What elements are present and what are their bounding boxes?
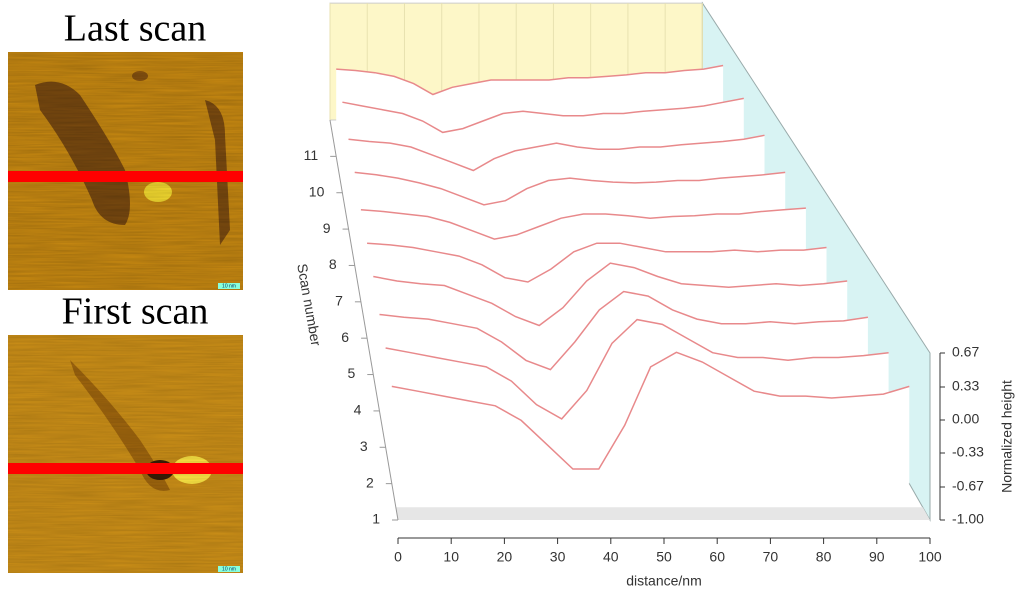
curve xyxy=(379,290,869,371)
x-axis-label: distance/nm xyxy=(626,573,701,589)
z-tick-label: -0.33 xyxy=(952,444,984,460)
image-title: First scan xyxy=(62,291,209,333)
image-title: Last scan xyxy=(64,8,206,50)
z-axis-label: Normalized height xyxy=(999,380,1015,493)
afm-first: First scan 10 nm xyxy=(8,291,243,573)
scan-line xyxy=(8,463,243,474)
curve xyxy=(367,242,827,283)
afm-last: Last scan 10 nm xyxy=(8,8,243,290)
depth-tick-label: 11 xyxy=(304,147,319,163)
x-tick-label: 0 xyxy=(394,549,402,565)
z-tick-label: 0.67 xyxy=(952,344,979,360)
afm-texture xyxy=(8,335,243,573)
x-tick-label: 20 xyxy=(497,549,513,565)
depth-tick-label: 5 xyxy=(347,365,355,381)
z-tick-label: -1.00 xyxy=(952,511,984,527)
curve xyxy=(354,171,786,206)
scale-label: 10 nm xyxy=(222,283,236,289)
x-tick-label: 30 xyxy=(550,549,566,565)
z-tick-label: -0.67 xyxy=(952,478,984,494)
depth-axis-label: Scan number xyxy=(294,262,324,347)
depth-tick-label: 9 xyxy=(323,220,331,236)
depth-tick-label: 8 xyxy=(329,256,337,272)
x-tick-label: 70 xyxy=(763,549,779,565)
depth-tick-label: 6 xyxy=(341,329,349,345)
floor-strip xyxy=(395,507,930,520)
scan-line xyxy=(8,171,243,182)
x-tick-label: 100 xyxy=(918,549,942,565)
depth-tick-label: 10 xyxy=(309,183,325,199)
depth-tick-label: 1 xyxy=(372,511,380,527)
curve xyxy=(391,351,910,470)
scale-label: 10 nm xyxy=(222,566,236,572)
curve xyxy=(360,207,806,240)
curve xyxy=(342,97,744,134)
scale-bar xyxy=(218,283,240,289)
curve xyxy=(336,64,724,96)
x-tick-label: 10 xyxy=(443,549,459,565)
curve-occlusion xyxy=(391,352,910,484)
x-tick-label: 80 xyxy=(816,549,832,565)
z-tick-label: 0.33 xyxy=(952,378,979,394)
curve xyxy=(373,262,848,327)
scale-bar xyxy=(218,566,240,572)
depth-axis xyxy=(329,119,399,521)
depth-tick-label: 4 xyxy=(354,402,362,418)
z-tick-label: 0.00 xyxy=(952,411,979,427)
x-tick-label: 50 xyxy=(656,549,672,565)
waterfall-chart: 0 10 20 30 40 50 60 70 80 90 100 distance/nm 1 2 3 4 5 6 7… xyxy=(294,1,1015,589)
x-tick-label: 40 xyxy=(603,549,619,565)
depth-tick-label: 2 xyxy=(366,474,374,490)
x-tick-label: 60 xyxy=(709,549,725,565)
x-tick-label: 90 xyxy=(869,549,885,565)
curve xyxy=(348,134,765,172)
depth-tick-label: 3 xyxy=(360,438,368,454)
depth-tick-label: 7 xyxy=(335,293,343,309)
curve xyxy=(385,318,889,420)
